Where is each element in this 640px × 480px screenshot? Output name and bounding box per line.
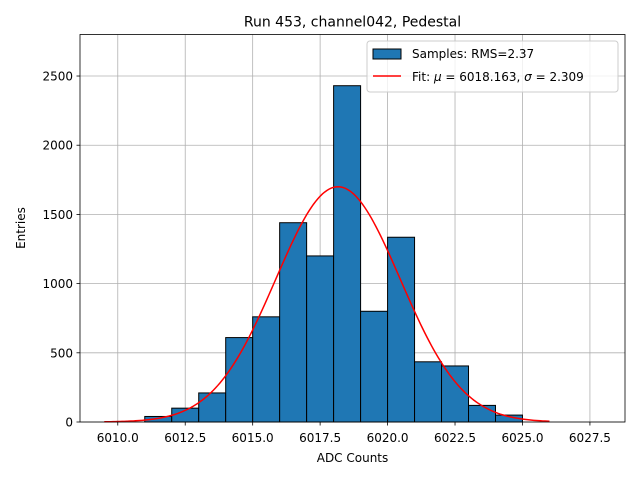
histogram-bar (225, 337, 254, 423)
x-tick-label: 6022.5 (434, 431, 476, 445)
histogram-bar (441, 365, 470, 423)
x-axis-label: ADC Counts (317, 451, 389, 465)
x-tick-label: 6012.5 (164, 431, 206, 445)
y-tick-label: 1500 (42, 208, 73, 222)
x-tick-label: 6025.0 (501, 431, 543, 445)
y-tick-label: 2500 (42, 70, 73, 84)
legend-box (366, 40, 619, 93)
plot-frame (79, 34, 626, 423)
legend-fit-mu-value: = 6018.163, (442, 70, 525, 84)
legend-fit-label: Fit: μ = 6018.163, σ = 2.309 (412, 70, 584, 84)
fit-curve (104, 185, 550, 423)
y-tick-label: 2000 (42, 139, 73, 153)
histogram-bar (414, 361, 443, 423)
histogram-bar (333, 85, 362, 423)
x-tick-label: 6010.0 (97, 431, 139, 445)
x-axis-ticks: 6010.0 6012.5 6015.0 6017.5 6020.0 6022.5 6025… (97, 422, 611, 445)
x-tick-label: 6015.0 (232, 431, 274, 445)
legend-fit-sigma-symbol: σ (524, 70, 532, 84)
chart-title: Run 453, channel042, Pedestal (244, 15, 461, 31)
y-axis-label: Entries (14, 207, 28, 249)
x-tick-label: 6017.5 (299, 431, 341, 445)
y-tick-label: 0 (65, 416, 73, 430)
histogram-bar (360, 310, 389, 423)
histogram-bar (468, 404, 496, 423)
y-axis-ticks: 0 500 1000 1500 2000 2500 (42, 70, 80, 430)
legend-histogram-label: Samples: RMS=2.37 (412, 47, 534, 61)
histogram-bar (306, 255, 335, 423)
legend: Samples: RMS=2.37 Fit: μ = 6018.163, σ =… (366, 40, 619, 93)
histogram-bar (387, 236, 416, 423)
histogram-bar (279, 222, 308, 423)
legend-fit-mu-symbol: μ (433, 70, 442, 84)
legend-fit-sigma-value: = 2.309 (532, 70, 584, 84)
histogram-bar (198, 392, 227, 423)
histogram-bar (252, 316, 281, 423)
y-tick-label: 500 (50, 346, 73, 360)
x-tick-label: 6020.0 (367, 431, 409, 445)
x-tick-label: 6027.5 (569, 431, 611, 445)
legend-histogram-swatch (372, 48, 402, 60)
legend-fit-prefix: Fit: (412, 70, 434, 84)
y-tick-label: 1000 (42, 277, 73, 291)
